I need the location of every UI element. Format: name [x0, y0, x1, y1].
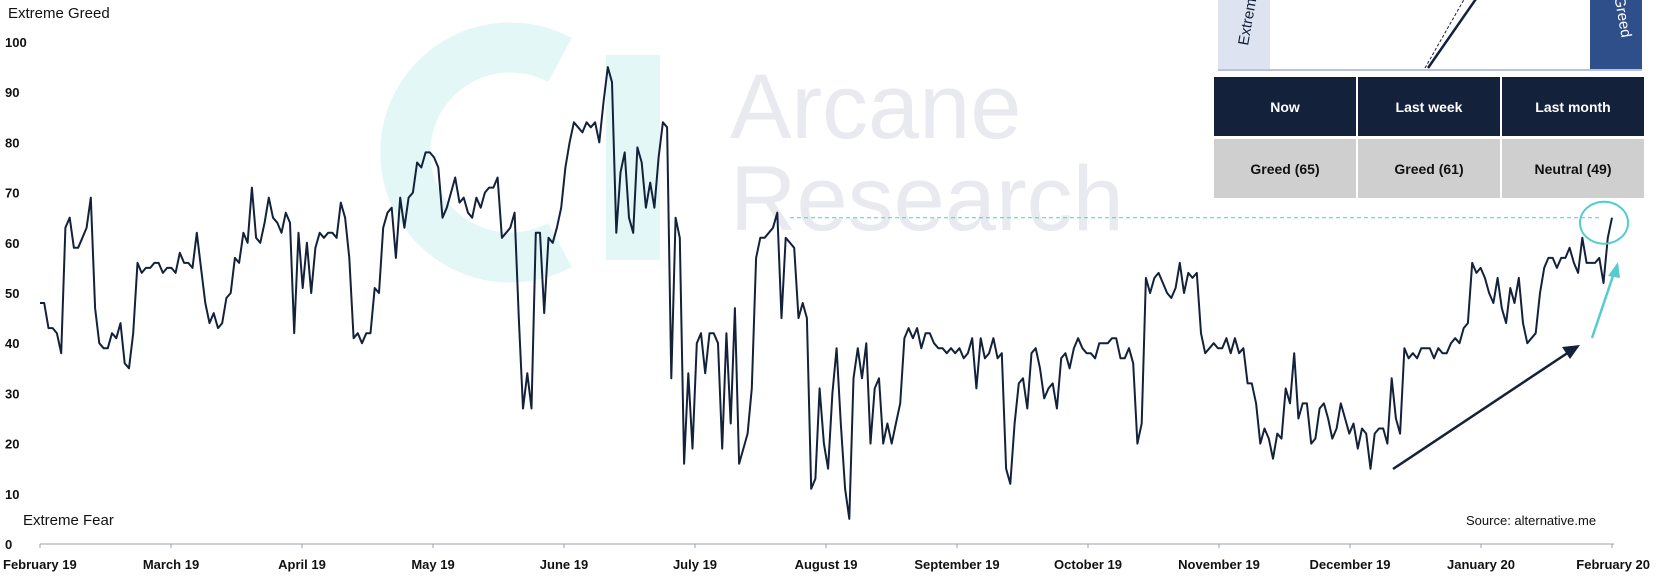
- gauge-greed-segment: [1590, 0, 1642, 70]
- y-tick-label: 40: [5, 336, 19, 351]
- fear-greed-series-line: [40, 66, 1613, 520]
- x-tick-label: October 19: [1054, 557, 1122, 572]
- watermark-line-2: Research: [730, 148, 1124, 250]
- y-tick-label: 50: [5, 286, 19, 301]
- gauge-fear-segment: [1218, 0, 1270, 70]
- x-tick-label: July 19: [673, 557, 717, 572]
- gauge: Extreme Fear Extreme Greed: [1218, 0, 1642, 71]
- y-axis-ticks: 0 10 20 30 40 50 60 70 80 90 100: [5, 35, 27, 552]
- y-tick-label: 30: [5, 386, 19, 401]
- watermark-logo: [380, 22, 572, 283]
- value-last-week: Greed (61): [1358, 139, 1500, 198]
- x-tick-label: January 20: [1447, 557, 1515, 572]
- y-tick-label: 90: [5, 85, 19, 100]
- x-tick-label: February 20: [1576, 557, 1650, 572]
- gauge-needle-previous: [1424, 0, 1465, 69]
- x-axis-ticks: February 19 March 19 April 19 May 19 June 19…: [3, 544, 1650, 572]
- y-tick-label: 80: [5, 135, 19, 150]
- x-tick-label: August 19: [795, 557, 858, 572]
- header-now: Now: [1214, 77, 1356, 136]
- y-tick-label: 20: [5, 437, 19, 452]
- x-tick-label: November 19: [1178, 557, 1260, 572]
- watermark-line-1: Arcane: [730, 56, 1022, 158]
- y-tick-label: 60: [5, 236, 19, 251]
- source-label: Source: alternative.me: [1466, 513, 1596, 528]
- x-tick-label: December 19: [1310, 557, 1391, 572]
- gauge-needle: [1426, 0, 1477, 69]
- trend-arrow-dark: [1392, 345, 1580, 471]
- header-last-month: Last month: [1502, 77, 1644, 136]
- watermark: Arcane Research: [380, 22, 1124, 283]
- x-tick-label: February 19: [3, 557, 77, 572]
- trend-arrow-teal: [1590, 262, 1620, 339]
- extreme-fear-label: Extreme Fear: [23, 512, 114, 529]
- x-tick-label: May 19: [411, 557, 454, 572]
- y-tick-label: 100: [5, 35, 27, 50]
- sentiment-table: Now Last week Last month Greed (65) Gree…: [1212, 74, 1646, 201]
- y-tick-label: 70: [5, 186, 19, 201]
- extreme-greed-label: Extreme Greed: [8, 5, 110, 22]
- x-tick-label: June 19: [540, 557, 588, 572]
- x-tick-label: April 19: [278, 557, 326, 572]
- current-level-circle: [1579, 200, 1629, 245]
- y-tick-label: 0: [5, 537, 12, 552]
- value-now: Greed (65): [1214, 139, 1356, 198]
- x-tick-label: March 19: [143, 557, 199, 572]
- y-tick-label: 10: [5, 487, 19, 502]
- x-tick-label: September 19: [914, 557, 999, 572]
- value-last-month: Neutral (49): [1502, 139, 1644, 198]
- header-last-week: Last week: [1358, 77, 1500, 136]
